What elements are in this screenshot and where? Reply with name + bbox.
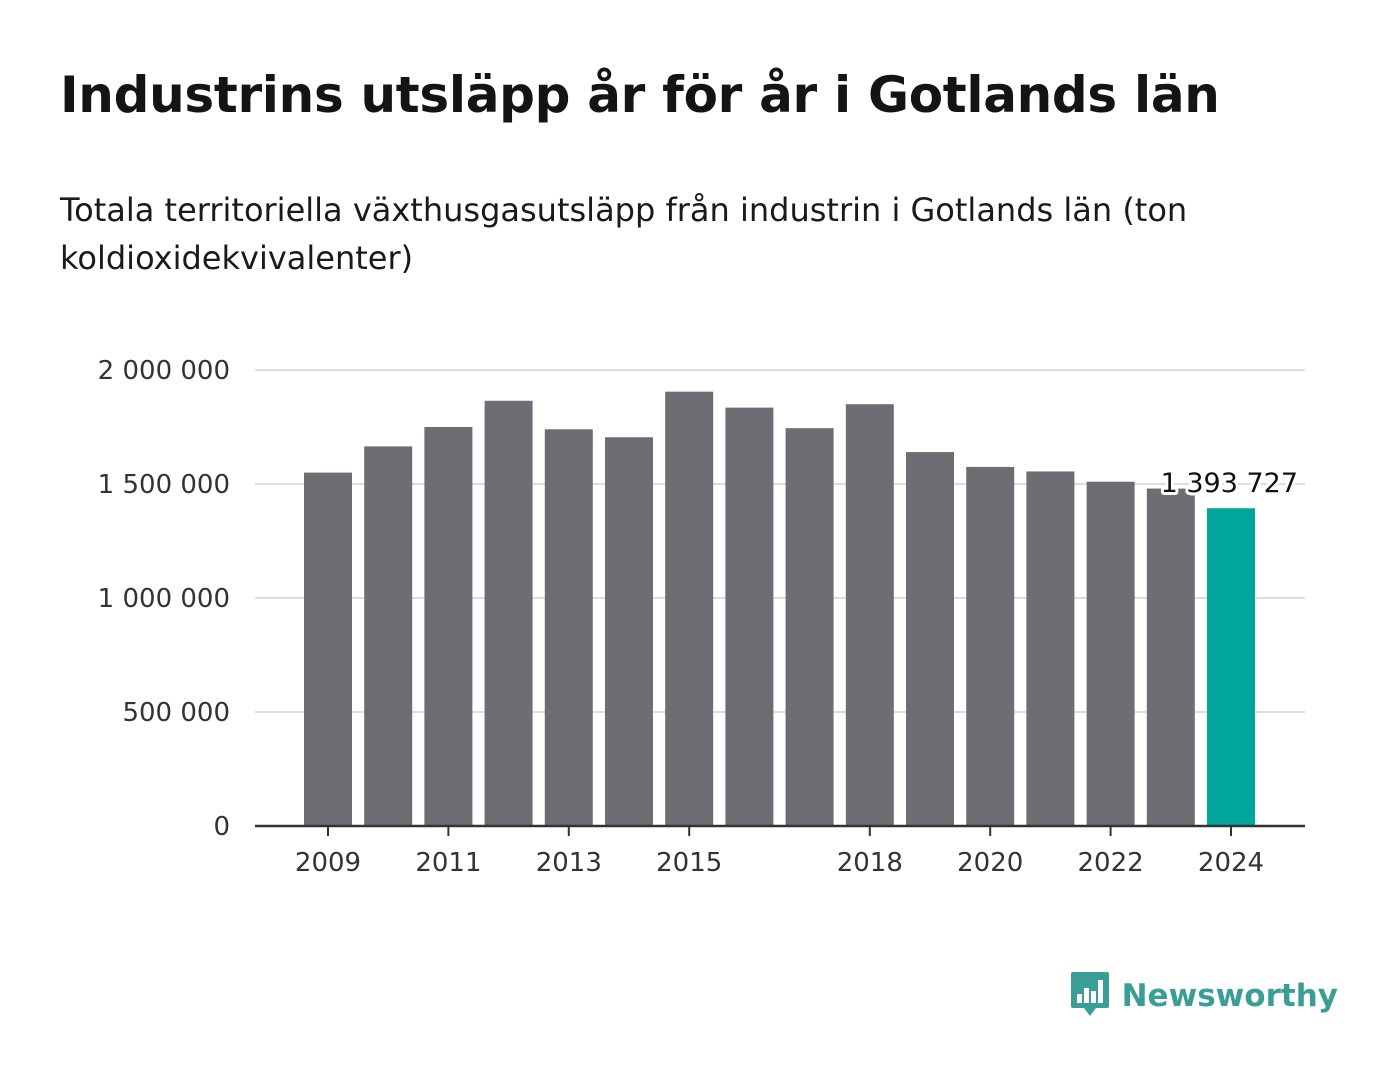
x-tick-label: 2013 — [536, 848, 602, 878]
x-axis — [255, 824, 1305, 836]
x-tick-label: 2024 — [1198, 848, 1264, 878]
bar-2010 — [364, 446, 413, 826]
bar-2013 — [544, 429, 593, 826]
bar-chart-speech-bubble-icon — [1070, 970, 1110, 1022]
bar-2017 — [785, 428, 834, 826]
bar-2021 — [1026, 471, 1075, 826]
newsworthy-logo: Newsworthy — [1070, 970, 1338, 1022]
data-label-2024: 1 393 727 — [1161, 468, 1298, 499]
bar-2018 — [845, 404, 894, 826]
bar-2016 — [725, 407, 774, 826]
bar-2023 — [1146, 488, 1195, 826]
bar-2022 — [1086, 481, 1135, 826]
x-tick-label: 2018 — [837, 848, 903, 878]
y-tick-label: 0 — [213, 812, 230, 842]
bar-2020 — [966, 466, 1015, 826]
data-labels: 1 393 727 — [1158, 465, 1301, 502]
x-tick-label: 2020 — [957, 848, 1023, 878]
bar-2024 — [1207, 508, 1255, 826]
y-axis-tick-labels: 0 500 000 1 000 000 1 500 000 2 000 000 — [98, 356, 230, 842]
bars — [304, 391, 1255, 826]
bar-2019 — [906, 452, 954, 826]
brand-name: Newsworthy — [1121, 978, 1338, 1014]
x-axis-tick-labels: 2009 2011 2013 2015 2018 2020 2022 2024 — [295, 848, 1264, 878]
y-tick-label: 1 000 000 — [98, 584, 230, 614]
bar-2009 — [304, 472, 352, 826]
y-tick-label: 1 500 000 — [98, 470, 230, 500]
x-tick-label: 2009 — [295, 848, 361, 878]
x-tick-label: 2015 — [656, 848, 722, 878]
bar-2012 — [484, 400, 533, 826]
bar-2015 — [665, 391, 714, 826]
y-tick-label: 500 000 — [122, 698, 230, 728]
x-tick-label: 2022 — [1078, 848, 1144, 878]
bar-2014 — [605, 437, 653, 826]
chart-title: Industrins utsläpp år för år i Gotlands … — [60, 66, 1220, 124]
y-tick-label: 2 000 000 — [98, 356, 230, 386]
chart-subtitle: Totala territoriella växthusgasutsläpp f… — [60, 191, 1188, 277]
bar-2011 — [424, 427, 473, 826]
x-tick-label: 2011 — [415, 848, 481, 878]
